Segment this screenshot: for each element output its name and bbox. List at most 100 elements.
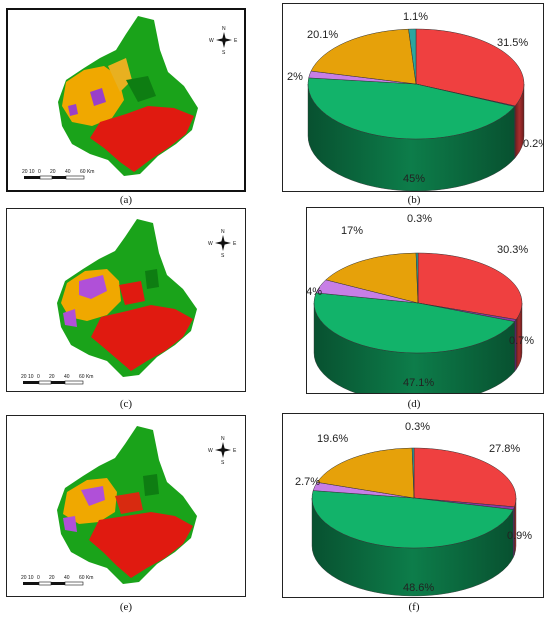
scale-label-0: 20 xyxy=(22,169,28,175)
caption-c: (c) xyxy=(119,398,133,410)
land-use-map-e xyxy=(57,426,197,584)
pie-panel-f: 27.8% 0.9% 48.6% 2.7% 19.6% 0.3% xyxy=(282,413,544,598)
scale-bar: 20 10 0 20 40 60 Km xyxy=(21,575,93,586)
map-zone-purple-2 xyxy=(63,309,77,327)
map-c: N S E W 20 10 0 20 40 60 Km xyxy=(21,219,237,385)
scale-label-2: 0 xyxy=(37,575,40,581)
scale-label-3: 20 xyxy=(50,169,56,175)
pie-data-label: 1.1% xyxy=(403,11,428,23)
caption-e: (e) xyxy=(119,601,133,613)
map-zone-purple-2 xyxy=(68,104,78,116)
pie-data-label: 0.3% xyxy=(407,213,432,225)
compass-w: W xyxy=(208,241,213,247)
pie-slice xyxy=(325,252,419,304)
land-use-map-a xyxy=(58,16,198,176)
pie-slice xyxy=(311,490,514,549)
scale-bar: 20 10 0 20 40 60 Km xyxy=(21,374,93,385)
map-zone-red xyxy=(89,512,193,578)
caption-f: (f) xyxy=(408,601,420,613)
north-arrow: N S E W xyxy=(208,229,237,259)
pie-slice xyxy=(413,447,517,508)
pie-data-label: 2% xyxy=(287,71,303,83)
compass-s: S xyxy=(221,253,225,259)
caption-a: (a) xyxy=(119,194,133,206)
compass-w: W xyxy=(209,38,214,44)
pie-data-label: 0.7% xyxy=(509,335,534,347)
scale-label-4: 40 xyxy=(64,374,70,380)
pie-data-label: 20.1% xyxy=(307,29,338,41)
pie-panel-d: 30.3% 0.7% 47.1% 4.4% 17% 0.3% xyxy=(306,207,544,394)
scale-label-5: 60 Km xyxy=(79,374,93,380)
pie-slice xyxy=(408,28,417,85)
map-zone-purple-2 xyxy=(63,516,77,532)
map-zone-orange-2 xyxy=(108,58,132,92)
pie-top-faces xyxy=(307,28,525,140)
map-zone-red xyxy=(91,305,193,371)
pie-data-label: 0.3% xyxy=(405,421,430,433)
map-zone-darkgreen xyxy=(145,269,159,289)
compass-n: N xyxy=(222,26,226,32)
map-panel-a: N S E W 20 10 0 20 40 60 Km xyxy=(6,8,246,192)
pie-data-label: 30.3% xyxy=(497,244,528,256)
pie-data-label: 17% xyxy=(341,225,363,237)
land-use-map-c xyxy=(57,219,197,377)
map-zone-red-2 xyxy=(119,281,145,305)
pie-data-label: 45% xyxy=(403,173,425,185)
pie-data-label: 0.2% xyxy=(523,138,543,150)
scale-label-2: 0 xyxy=(37,374,40,380)
caption-b: (b) xyxy=(407,194,421,206)
pie-slice xyxy=(307,77,515,140)
compass-w: W xyxy=(208,448,213,454)
map-zone-purple xyxy=(90,88,106,106)
compass-s: S xyxy=(222,50,226,56)
scale-label-3: 20 xyxy=(49,374,55,380)
pie-chart-f: 27.8% 0.9% 48.6% 2.7% 19.6% 0.3% xyxy=(295,421,532,597)
map-e: N S E W 20 10 0 20 40 60 Km xyxy=(21,426,237,586)
map-panel-c: N S E W 20 10 0 20 40 60 Km xyxy=(6,208,246,392)
pie-slice xyxy=(411,447,415,499)
compass-n: N xyxy=(221,229,225,235)
pie-top-faces xyxy=(311,447,517,549)
pie-top-faces xyxy=(313,252,523,354)
map-zone-purple xyxy=(81,486,105,506)
compass-e: E xyxy=(233,448,237,454)
north-arrow: N S E W xyxy=(209,26,238,56)
compass-s: S xyxy=(221,460,225,466)
pie-data-label: 47.1% xyxy=(403,377,434,389)
pie-slice xyxy=(415,252,419,304)
pie-data-label: 0.9% xyxy=(507,530,532,542)
compass-e: E xyxy=(233,241,237,247)
scale-label-1: 10 xyxy=(28,374,34,380)
scale-label-2: 0 xyxy=(38,169,41,175)
pie-chart-d: 30.3% 0.7% 47.1% 4.4% 17% 0.3% xyxy=(307,213,534,393)
scale-bar: 20 10 0 20 40 60 Km xyxy=(22,169,94,180)
pie-data-label: 48.6% xyxy=(403,582,434,594)
pie-slice xyxy=(316,447,415,499)
pie-data-label: 4.4% xyxy=(307,286,322,298)
pie-side-walls xyxy=(313,302,523,393)
map-panel-e: N S E W 20 10 0 20 40 60 Km xyxy=(6,415,246,597)
pie-panel-b: 31.5% 0.2% 45% 2% 20.1% 1.1% xyxy=(282,3,544,192)
map-zone-red-2 xyxy=(115,492,143,514)
scale-label-3: 20 xyxy=(49,575,55,581)
scale-label-1: 10 xyxy=(28,575,34,581)
scale-label-4: 40 xyxy=(64,575,70,581)
compass-n: N xyxy=(221,436,225,442)
map-zone-darkgreen xyxy=(143,474,159,496)
north-arrow: N S E W xyxy=(208,436,237,466)
pie-data-label: 19.6% xyxy=(317,433,348,445)
pie-slice xyxy=(415,28,525,107)
pie-data-label: 31.5% xyxy=(497,37,528,49)
map-zone-red xyxy=(90,106,194,172)
scale-label-0: 20 xyxy=(21,374,27,380)
scale-label-5: 60 Km xyxy=(79,575,93,581)
pie-data-label: 2.7% xyxy=(295,476,320,488)
scale-label-4: 40 xyxy=(65,169,71,175)
caption-d: (d) xyxy=(407,398,421,410)
pie-chart-b: 31.5% 0.2% 45% 2% 20.1% 1.1% xyxy=(287,11,543,191)
map-zone-purple xyxy=(79,275,107,299)
scale-label-5: 60 Km xyxy=(80,169,94,175)
pie-data-label: 27.8% xyxy=(489,443,520,455)
map-zone-darkgreen xyxy=(126,76,156,102)
scale-label-1: 10 xyxy=(29,169,35,175)
